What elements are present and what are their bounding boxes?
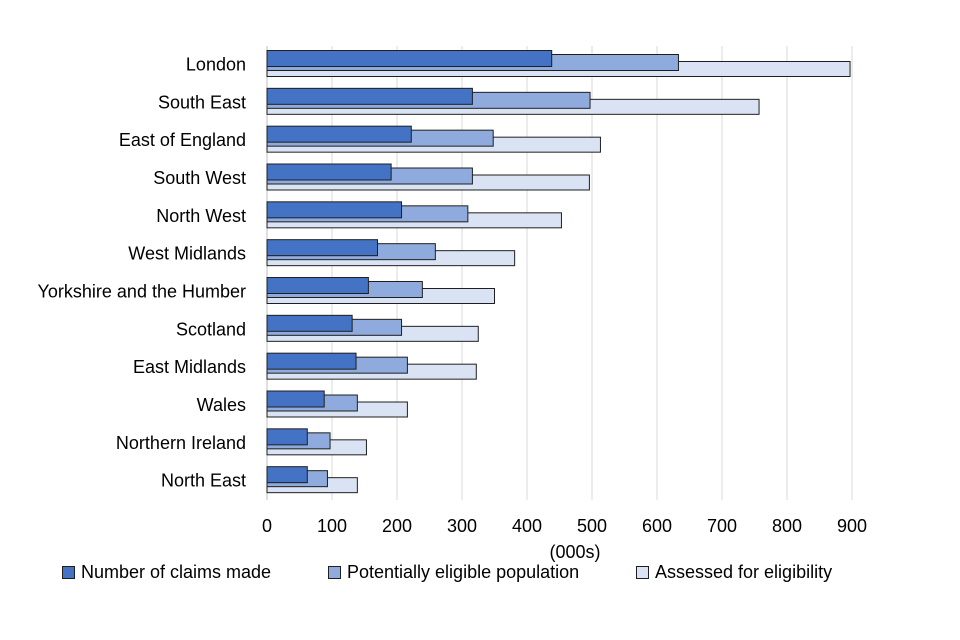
legend-item-eligible: Potentially eligible population	[328, 562, 579, 583]
category-label: Wales	[197, 395, 246, 415]
x-tick-label: 100	[317, 516, 347, 536]
category-label: London	[186, 55, 246, 75]
bar-claims	[266, 163, 392, 181]
category-label: North East	[161, 471, 246, 491]
bar-claims	[266, 428, 308, 446]
category-label: Yorkshire and the Humber	[38, 282, 246, 302]
category-label: East Midlands	[133, 357, 246, 377]
bar-claims	[266, 352, 357, 370]
bar-claims	[266, 50, 553, 67]
legend-swatch-claims	[62, 566, 75, 579]
x-tick-label: 800	[772, 516, 802, 536]
category-labels: London South East East of England South Wes…	[38, 55, 246, 491]
legend: Number of claims made Potentially eligib…	[62, 562, 942, 588]
category-label: Northern Ireland	[116, 433, 246, 453]
category-label: East of England	[119, 130, 246, 150]
x-tick-label: 900	[837, 516, 867, 536]
legend-label-claims: Number of claims made	[81, 562, 272, 582]
legend-label-eligible: Potentially eligible population	[347, 562, 580, 582]
bar-claims	[266, 239, 378, 257]
x-tick-label: 500	[577, 516, 607, 536]
x-tick-label: 700	[707, 516, 737, 536]
bars	[266, 50, 851, 494]
tick-labels: 0 100 200 300 400 500 600 700 800 900	[262, 516, 867, 536]
category-label: Scotland	[176, 319, 246, 339]
legend-item-claims: Number of claims made	[62, 562, 271, 583]
category-label: West Midlands	[128, 244, 246, 264]
bar-claims	[266, 125, 412, 143]
legend-swatch-assessed	[636, 566, 649, 579]
category-label: North West	[156, 206, 246, 226]
x-tick-label: 400	[512, 516, 542, 536]
bar-claims	[266, 390, 325, 408]
legend-swatch-eligible	[328, 566, 341, 579]
legend-label-assessed: Assessed for eligibility	[655, 562, 833, 582]
x-tick-label: 300	[447, 516, 477, 536]
x-tick-label: 600	[642, 516, 672, 536]
bar-claims	[266, 314, 353, 332]
category-label: South West	[153, 168, 246, 188]
bar-claims	[266, 277, 369, 294]
category-label: South East	[158, 92, 246, 112]
gridlines	[266, 46, 853, 500]
bar-claims	[266, 87, 473, 105]
bar-claims	[266, 466, 308, 484]
bar-claims	[266, 201, 403, 219]
legend-item-assessed: Assessed for eligibility	[636, 562, 832, 583]
x-axis-title: (000s)	[549, 542, 600, 562]
x-tick-label: 0	[262, 516, 272, 536]
x-tick-label: 200	[382, 516, 412, 536]
